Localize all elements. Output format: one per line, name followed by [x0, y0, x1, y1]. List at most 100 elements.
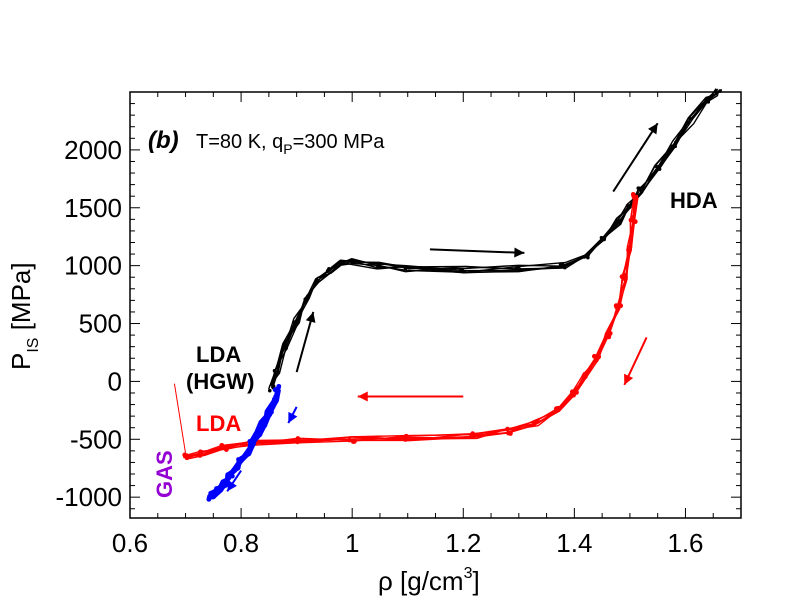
y-axis-title-sub: IS — [25, 338, 42, 353]
data-point — [516, 266, 521, 271]
data-point — [470, 431, 476, 437]
data-point — [315, 278, 319, 283]
x-axis-title-main: ρ [g/cm — [378, 566, 464, 596]
data-point — [276, 383, 282, 389]
y-tick-label: 0 — [108, 366, 122, 396]
chart-title: T=80 K, qP=300 MPa — [196, 131, 385, 157]
panel-label: (b) — [148, 127, 179, 154]
series-line — [187, 195, 637, 460]
data-point — [458, 268, 463, 272]
data-point — [718, 89, 722, 93]
data-point — [341, 260, 346, 265]
arrow-layer — [226, 122, 659, 492]
data-point — [327, 267, 331, 271]
data-point — [184, 455, 190, 461]
y-tick-label: -1000 — [56, 482, 123, 512]
data-point — [276, 370, 280, 374]
data-point — [619, 274, 625, 280]
data-point — [618, 303, 624, 309]
data-point — [581, 373, 587, 379]
data-point — [214, 486, 219, 491]
data-point — [657, 167, 662, 171]
data-point — [347, 437, 352, 443]
x-tick-label: 1.4 — [556, 528, 592, 558]
data-point — [582, 255, 587, 259]
data-point — [269, 409, 274, 415]
x-tick-label: 0.6 — [112, 528, 148, 558]
data-point — [607, 330, 613, 336]
arrow-head — [514, 247, 525, 258]
arrow-shaft — [612, 122, 659, 193]
series-line — [186, 198, 636, 460]
data-point — [338, 260, 343, 265]
data-point — [616, 219, 620, 223]
data-point — [506, 430, 511, 436]
series-0 — [267, 88, 723, 393]
data-point — [596, 354, 602, 360]
arrow-head — [227, 480, 237, 492]
data-point — [233, 465, 239, 471]
y-axis-title-end: [MPa] — [6, 262, 36, 337]
x-tick-label: 1.2 — [445, 528, 481, 558]
data-point — [267, 388, 272, 393]
data-point — [211, 494, 217, 499]
data-point — [206, 496, 212, 502]
data-point — [591, 353, 597, 359]
y-axis-title-main: P — [6, 353, 36, 370]
data-point — [223, 479, 228, 485]
y-tick-label: 1000 — [64, 251, 122, 281]
data-point — [262, 421, 268, 426]
series-line — [268, 91, 720, 388]
data-point — [295, 436, 301, 441]
y-tick-label: 500 — [79, 309, 122, 339]
data-point — [637, 186, 642, 191]
x-tick-label: 0.8 — [223, 528, 259, 558]
arrow-head — [357, 391, 368, 402]
data-point — [505, 426, 510, 432]
data-point — [245, 448, 251, 454]
data-point — [631, 194, 637, 200]
y-tick-label: 2000 — [64, 135, 122, 165]
y-tick-label: -500 — [70, 424, 122, 454]
y-tick-label: 1500 — [64, 193, 122, 223]
gas-label: GAS — [152, 450, 177, 498]
data-point — [273, 394, 278, 400]
data-point — [377, 265, 382, 269]
data-point — [670, 144, 675, 149]
data-point — [351, 438, 357, 444]
data-point — [586, 253, 590, 257]
data-point — [673, 144, 678, 149]
data-point — [602, 237, 606, 242]
series-line — [187, 195, 635, 459]
data-point — [628, 204, 632, 209]
arrow-head — [305, 311, 316, 323]
arrow-head — [624, 373, 634, 385]
data-point — [351, 259, 355, 264]
arrow-head — [288, 411, 298, 424]
data-point — [614, 304, 620, 310]
data-point — [586, 255, 590, 260]
data-point — [673, 140, 678, 145]
data-point — [686, 121, 691, 125]
x-axis-title-end: ] — [473, 566, 480, 596]
series-line — [187, 197, 639, 457]
data-point — [593, 357, 599, 363]
data-point — [403, 435, 409, 441]
series-1 — [182, 192, 639, 461]
gas-tail-line — [173, 383, 187, 454]
data-point — [630, 215, 636, 220]
data-point — [632, 219, 638, 225]
data-point — [627, 245, 633, 250]
data-point — [531, 420, 537, 426]
lda-hgw-label-line1: LDA — [196, 342, 241, 367]
data-point — [275, 366, 280, 370]
data-point — [236, 458, 242, 464]
data-point — [561, 262, 565, 267]
lda-hgw-label-line2: (HGW) — [186, 369, 254, 394]
chart-title-sub: P — [283, 141, 292, 157]
data-point — [284, 346, 288, 351]
plot-frame — [129, 91, 742, 519]
data-point — [255, 430, 260, 436]
x-tick-label: 1.6 — [667, 528, 703, 558]
